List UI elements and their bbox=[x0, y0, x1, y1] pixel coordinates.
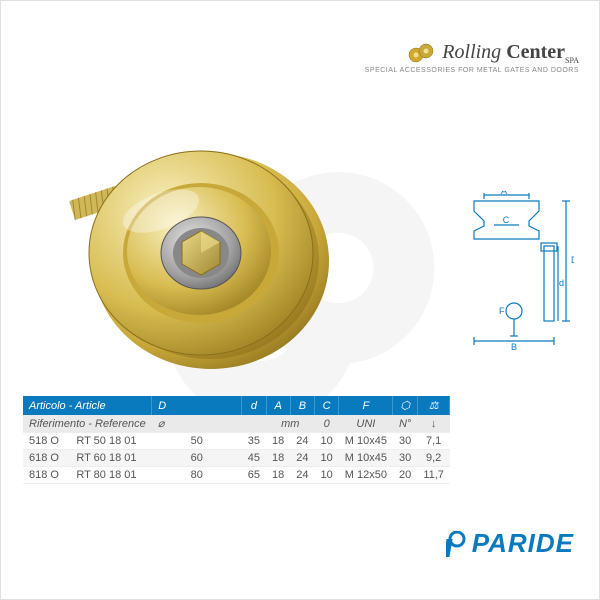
bottom-brand: PARIDE bbox=[446, 528, 574, 559]
product-card: Rolling CenterSPA SPECIAL ACCESSORIES FO… bbox=[0, 0, 600, 600]
col-D: D bbox=[152, 396, 242, 415]
brand-tagline: SPECIAL ACCESSORIES FOR METAL GATES AND … bbox=[365, 67, 579, 74]
col-article: Articolo - Article bbox=[23, 396, 152, 415]
paride-icon bbox=[446, 531, 468, 557]
col-F: F bbox=[339, 396, 393, 415]
svg-text:C: C bbox=[503, 215, 510, 225]
table-body: Riferimento - Reference ⌀ mm 0 UNI N° ↓ … bbox=[23, 415, 450, 484]
brand-name: Rolling CenterSPA bbox=[442, 41, 579, 65]
technical-drawing: A C D d B F bbox=[444, 191, 574, 351]
rolling-center-icon bbox=[408, 43, 436, 63]
col-hex: ⬡ bbox=[393, 396, 417, 415]
table-row: 518 O RT 50 18 01 50 35 18 24 10 M 10x45… bbox=[23, 433, 450, 450]
product-photo bbox=[31, 121, 351, 381]
svg-text:B: B bbox=[511, 342, 517, 351]
brand-logo: Rolling CenterSPA bbox=[408, 41, 579, 65]
svg-text:A: A bbox=[501, 191, 507, 196]
svg-text:d: d bbox=[559, 278, 564, 288]
svg-text:F: F bbox=[499, 306, 505, 316]
col-C: C bbox=[315, 396, 339, 415]
col-B: B bbox=[290, 396, 314, 415]
spec-table: Articolo - Article D d A B C F ⬡ ⚖ Rifer… bbox=[23, 396, 450, 484]
brand-header: Rolling CenterSPA SPECIAL ACCESSORIES FO… bbox=[365, 41, 579, 74]
svg-text:D: D bbox=[571, 255, 574, 265]
bottom-brand-text: PARIDE bbox=[472, 528, 574, 559]
table-header-row: Articolo - Article D d A B C F ⬡ ⚖ bbox=[23, 396, 450, 415]
table-row: 818 O RT 80 18 01 80 65 18 24 10 M 12x50… bbox=[23, 467, 450, 484]
col-A: A bbox=[266, 396, 290, 415]
col-d: d bbox=[242, 396, 266, 415]
table-row: 618 O RT 60 18 01 60 45 18 24 10 M 10x45… bbox=[23, 450, 450, 467]
col-weight: ⚖ bbox=[417, 396, 450, 415]
table-subheader-row: Riferimento - Reference ⌀ mm 0 UNI N° ↓ bbox=[23, 415, 450, 433]
